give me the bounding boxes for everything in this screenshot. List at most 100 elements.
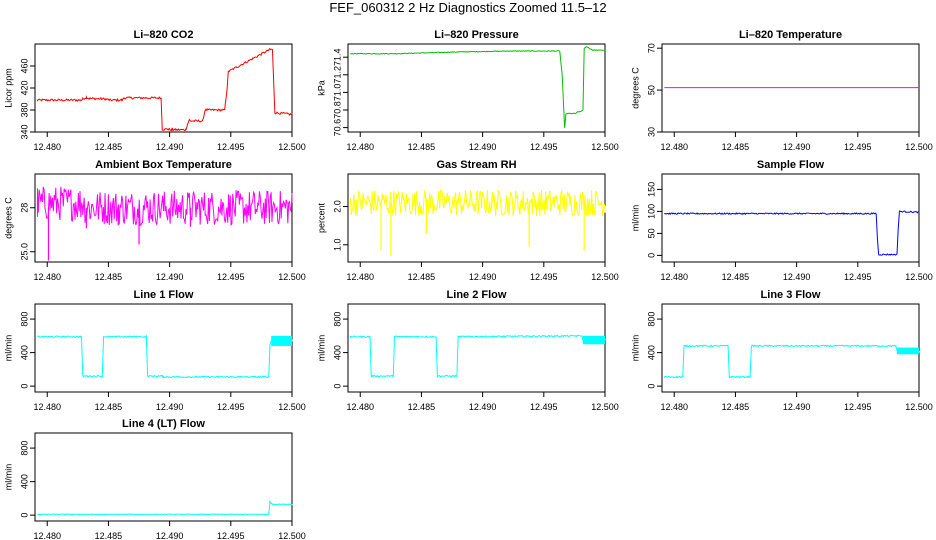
x-tick-label: 12.500 xyxy=(278,142,306,152)
y-tick-label: 0 xyxy=(646,384,656,389)
chart-title: Li–820 CO2 xyxy=(134,29,194,41)
x-tick-label: 12.485 xyxy=(722,272,750,282)
x-tick-label: 12.500 xyxy=(591,142,619,152)
x-tick-label: 12.485 xyxy=(95,531,123,540)
plot-frame xyxy=(34,303,293,393)
x-tick-label: 12.480 xyxy=(346,402,374,412)
y-tick-label: 800 xyxy=(19,312,29,327)
plot-frame xyxy=(347,303,606,393)
chart-title: Line 2 Flow xyxy=(447,289,507,301)
y-tick-label: 2.0 xyxy=(332,200,342,213)
y-tick-label: 50 xyxy=(646,85,656,95)
chart-title: Sample Flow xyxy=(757,159,825,171)
y-tick-label: 0 xyxy=(19,513,29,518)
x-tick-label: 12.490 xyxy=(783,402,811,412)
y-tick-label: 71.0 xyxy=(332,84,342,102)
chart-panel: Li–820 Temperature 12.480 12.485 12.490 12.4… xyxy=(630,29,932,152)
plot-frame xyxy=(34,173,293,263)
chart-title: Line 1 Flow xyxy=(134,289,194,301)
y-axis-label: Licor ppm xyxy=(3,68,13,108)
x-tick-label: 12.495 xyxy=(217,402,245,412)
plot-frame xyxy=(34,432,293,522)
x-tick-label: 12.485 xyxy=(408,272,436,282)
x-tick-label: 12.495 xyxy=(530,142,558,152)
chart-title: Li–820 Pressure xyxy=(434,29,518,41)
x-tick-label: 12.500 xyxy=(905,402,933,412)
noise-band xyxy=(582,335,605,345)
plot-frame xyxy=(661,173,920,263)
x-tick-label: 12.480 xyxy=(660,272,688,282)
y-tick-label: 420 xyxy=(19,80,29,95)
x-tick-label: 12.490 xyxy=(156,272,184,282)
plot-frame xyxy=(347,173,606,263)
series-line xyxy=(663,210,920,256)
x-tick-label: 12.485 xyxy=(722,142,750,152)
chart-title: Ambient Box Temperature xyxy=(95,159,232,171)
x-tick-label: 12.500 xyxy=(591,272,619,282)
y-axis-label: degrees C xyxy=(630,67,640,109)
y-tick-label: 0 xyxy=(332,384,342,389)
x-tick-label: 12.485 xyxy=(95,142,123,152)
y-tick-label: 30 xyxy=(646,127,656,137)
x-tick-label: 12.490 xyxy=(156,142,184,152)
y-tick-label: 70.8 xyxy=(332,101,342,119)
x-tick-label: 12.495 xyxy=(217,531,245,540)
y-tick-label: 71.2 xyxy=(332,66,342,84)
y-tick-label: 70 xyxy=(646,43,656,53)
x-tick-label: 12.500 xyxy=(278,272,306,282)
x-tick-label: 12.480 xyxy=(33,142,61,152)
x-tick-label: 12.485 xyxy=(408,402,436,412)
chart-panel: Line 1 Flow 12.480 12.485 12.490 12.495 12.50… xyxy=(3,289,305,412)
x-tick-label: 12.490 xyxy=(783,142,811,152)
chart-panel: Line 2 Flow 12.480 12.485 12.490 12.495 12.50… xyxy=(316,289,618,412)
chart-panel: Line 4 (LT) Flow 12.480 12.485 12.490 12.495… xyxy=(3,418,305,540)
y-tick-label: 380 xyxy=(19,102,29,117)
x-tick-label: 12.495 xyxy=(844,402,872,412)
chart-panel: Sample Flow 12.480 12.485 12.490 12.495 12.50… xyxy=(630,159,932,282)
y-tick-label: 0 xyxy=(19,384,29,389)
x-tick-label: 12.495 xyxy=(217,272,245,282)
y-tick-label: 400 xyxy=(19,345,29,360)
y-tick-label: 71.4 xyxy=(332,48,342,66)
y-tick-label: 400 xyxy=(19,474,29,489)
y-tick-label: 25.0 xyxy=(19,243,29,261)
y-axis-label: kPa xyxy=(316,80,326,96)
x-tick-label: 12.480 xyxy=(660,402,688,412)
y-axis-label: ml/min xyxy=(3,335,13,362)
chart-title: Li–820 Temperature xyxy=(739,29,842,41)
chart-title: Line 4 (LT) Flow xyxy=(122,418,205,430)
chart-title: Gas Stream RH xyxy=(436,159,516,171)
x-tick-label: 12.480 xyxy=(33,402,61,412)
x-tick-label: 12.500 xyxy=(905,142,933,152)
y-axis-label: ml/min xyxy=(630,205,640,232)
y-axis-label: percent xyxy=(316,202,326,233)
x-tick-label: 12.495 xyxy=(530,402,558,412)
y-tick-label: 50 xyxy=(646,228,656,238)
y-tick-label: 460 xyxy=(19,58,29,73)
x-tick-label: 12.500 xyxy=(278,531,306,540)
y-axis-label: degrees C xyxy=(3,197,13,239)
y-tick-label: 340 xyxy=(19,124,29,139)
x-tick-label: 12.495 xyxy=(844,142,872,152)
series-line xyxy=(349,334,606,379)
x-tick-label: 12.485 xyxy=(408,142,436,152)
x-tick-label: 12.480 xyxy=(33,272,61,282)
chart-panel: Ambient Box Temperature 12.480 12.485 12.49… xyxy=(3,159,305,282)
chart-title: Line 3 Flow xyxy=(761,289,821,301)
chart-panel: Li–820 Pressure 12.480 12.485 12.490 12.495 1… xyxy=(316,29,618,152)
x-tick-label: 12.495 xyxy=(530,272,558,282)
figure-title: FEF_060312 2 Hz Diagnostics Zoomed 11.5–… xyxy=(329,0,607,15)
y-tick-label: 100 xyxy=(646,204,656,219)
x-tick-label: 12.485 xyxy=(95,402,123,412)
y-tick-label: 400 xyxy=(332,345,342,360)
x-tick-label: 12.500 xyxy=(278,402,306,412)
x-tick-label: 12.490 xyxy=(469,142,497,152)
x-tick-label: 12.500 xyxy=(905,272,933,282)
series-line xyxy=(36,186,293,227)
x-tick-label: 12.490 xyxy=(156,531,184,540)
y-tick-label: 800 xyxy=(19,441,29,456)
plot-frame xyxy=(347,43,606,133)
x-tick-label: 12.490 xyxy=(469,272,497,282)
series-line xyxy=(36,499,293,516)
